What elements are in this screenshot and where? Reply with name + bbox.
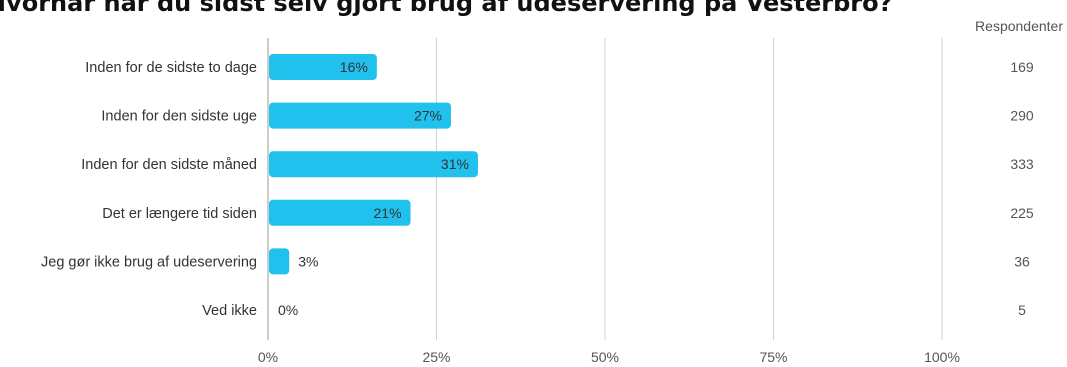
respondent-count: 36 [1014, 253, 1030, 269]
category-label: Ved ikke [202, 303, 257, 319]
bar-value-label: 27% [414, 108, 442, 124]
respondent-count: 169 [1010, 59, 1034, 75]
bar [269, 199, 411, 226]
x-tick-label: 50% [591, 349, 619, 365]
bar [269, 54, 377, 80]
respondents-header: Respondenter [975, 18, 1063, 34]
chart-title: Hvornår har du sidst selv gjort brug af … [0, 0, 893, 17]
category-label: Jeg gør ikke brug af udeservering [41, 254, 257, 270]
bar [269, 151, 478, 178]
bar-value-label: 21% [374, 205, 402, 221]
bar-value-label: 31% [441, 156, 469, 172]
category-label: Inden for de sidste to dage [85, 60, 257, 76]
bar-value-label: 3% [298, 253, 318, 269]
respondent-count: 225 [1010, 205, 1034, 221]
x-tick-label: 0% [258, 349, 278, 365]
respondent-count: 290 [1010, 108, 1034, 124]
category-label: Inden for den sidste måned [81, 157, 257, 173]
respondent-count: 5 [1018, 302, 1026, 318]
bar-value-label: 0% [278, 302, 298, 318]
category-label: Inden for den sidste uge [101, 109, 257, 125]
bar [269, 102, 451, 129]
x-tick-label: 25% [422, 349, 450, 365]
respondent-count: 333 [1010, 156, 1034, 172]
category-label: Det er længere tid siden [102, 206, 257, 222]
x-tick-label: 75% [759, 349, 787, 365]
bar-value-label: 16% [340, 59, 368, 75]
bar [269, 248, 290, 275]
x-tick-label: 100% [924, 349, 960, 365]
